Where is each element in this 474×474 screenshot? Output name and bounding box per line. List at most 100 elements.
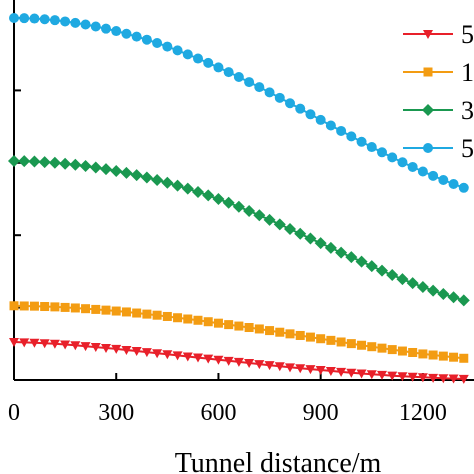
data-point [182,352,193,362]
data-point [70,303,80,313]
data-point [90,21,101,32]
legend-label: 5 [461,20,474,49]
data-point [305,109,316,120]
data-point [418,349,428,359]
data-point [377,147,387,158]
legend: 5 1 3 5 [403,20,474,163]
data-point [38,156,51,169]
data-point [162,350,173,360]
data-point [182,49,193,60]
data-point [366,142,377,153]
data-point [366,370,377,380]
data-point [265,326,275,336]
data-point [101,305,111,315]
data-point [275,327,285,337]
data-point [152,349,163,359]
data-point [336,367,347,377]
data-point [110,164,123,177]
data-point [326,335,336,345]
data-point [274,362,285,372]
data-point [305,332,315,342]
data-point [285,363,295,373]
data-point [9,13,19,23]
data-point [203,317,213,327]
data-point [397,372,408,382]
x-tick-label: 600 [200,400,236,426]
data-point [111,344,122,354]
data-point [285,98,295,109]
data-point [202,189,215,202]
data-point [264,87,275,98]
legend-marker [422,104,434,116]
data-point [406,277,419,290]
data-point [324,241,337,254]
data-point [263,213,276,226]
x-axis-label: Tunnel distance/m [175,448,382,474]
data-point [458,374,469,384]
data-point [213,62,224,73]
data-point [356,136,367,147]
data-point [162,41,173,52]
series-1 [9,337,469,384]
data-point [81,304,91,314]
data-point [448,178,459,189]
data-point [111,306,121,316]
data-point [407,372,418,382]
data-point [212,193,225,205]
data-point [171,179,184,192]
data-point [325,366,336,376]
data-point [346,368,357,378]
data-point [151,173,164,186]
data-point [457,294,470,307]
data-point [60,302,70,312]
legend-marker [423,30,433,39]
x-tick-labels: 0 300 600 900 1200 [8,400,447,426]
data-point [408,347,418,357]
data-point [142,309,152,319]
data-point [131,347,142,357]
data-point [132,308,142,318]
legend-label: 1 [461,58,474,87]
data-point [407,161,418,172]
data-point [254,360,265,370]
data-point [416,280,429,293]
data-point [89,161,102,174]
series-line [13,17,465,189]
data-point [192,185,204,198]
data-point [60,16,71,27]
data-point [69,158,82,171]
data-point [152,37,163,48]
data-point [243,204,256,217]
data-point [19,301,29,311]
data-point [152,310,162,320]
data-point [274,92,285,103]
data-point [284,223,296,236]
data-point [100,163,112,176]
data-point [233,357,244,367]
data-point [377,343,387,353]
data-point [253,209,266,222]
data-point [458,182,469,193]
data-point [357,340,367,350]
data-point [161,176,174,189]
data-point [9,337,19,347]
data-point [305,365,316,375]
data-point [141,348,152,358]
data-point [377,370,387,380]
data-point [28,155,41,168]
data-point [70,17,81,28]
data-point [448,374,459,384]
data-point [387,152,398,163]
data-point [131,31,142,42]
data-point [111,26,122,37]
data-point [355,255,368,268]
data-point [234,321,244,331]
data-point [121,28,132,39]
data-point [80,19,91,30]
data-point [367,342,377,352]
data-point [80,342,91,352]
data-point [50,302,60,312]
data-point [417,166,428,177]
data-point [428,170,439,181]
data-point [386,269,399,282]
